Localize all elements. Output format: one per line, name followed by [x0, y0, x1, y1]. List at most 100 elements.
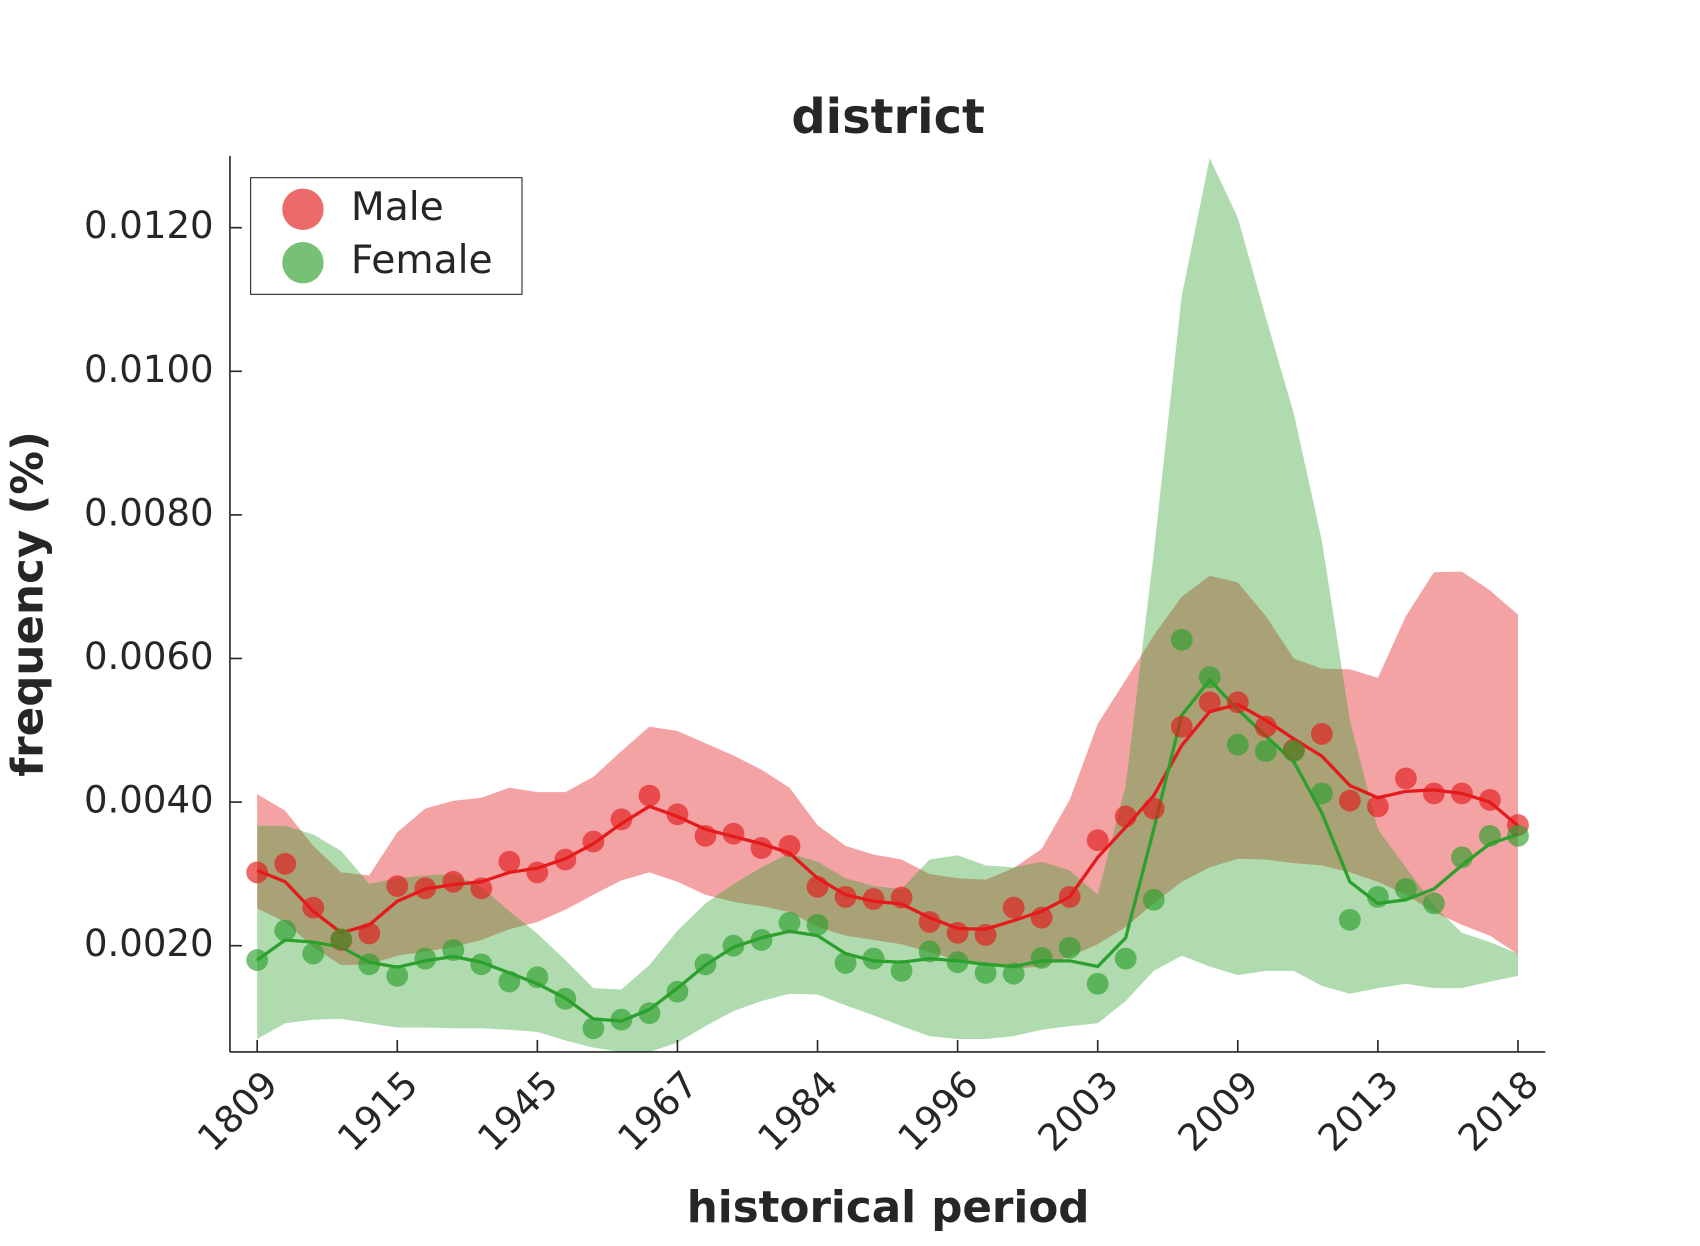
data-point [1451, 846, 1473, 869]
data-point [1002, 962, 1025, 985]
x-tick-label: 1996 [890, 1063, 987, 1160]
y-tick-label: 0.0120 [84, 204, 214, 247]
data-point [778, 834, 801, 857]
data-point [1310, 722, 1333, 745]
data-point [694, 824, 717, 847]
data-point [1423, 782, 1445, 805]
data-point [862, 947, 885, 970]
data-point [1142, 797, 1165, 820]
data-point [1198, 666, 1221, 689]
data-point [498, 850, 521, 873]
data-point [918, 940, 941, 963]
data-point [1198, 691, 1221, 714]
data-point [1002, 896, 1025, 919]
data-point [1254, 740, 1277, 763]
data-point [694, 953, 717, 976]
data-point [722, 822, 745, 845]
y-tick-label: 0.0060 [84, 635, 214, 678]
data-point [666, 803, 689, 826]
data-point [1310, 782, 1333, 805]
data-point [1394, 767, 1417, 790]
y-tick-label: 0.0080 [84, 491, 214, 534]
legend-label: Male [351, 185, 444, 230]
data-point [1086, 829, 1109, 852]
x-tick-label: 2013 [1310, 1063, 1407, 1160]
data-point [890, 886, 913, 909]
data-point [1479, 789, 1501, 811]
data-point [666, 980, 689, 1003]
data-point [610, 1008, 633, 1031]
data-point [834, 885, 857, 908]
data-point [1507, 824, 1529, 847]
legend-label: Female [351, 238, 493, 283]
y-axis-label: frequency (%) [4, 431, 54, 777]
data-point [386, 875, 409, 898]
y-tick-label: 0.0100 [84, 348, 214, 391]
data-point [1114, 947, 1137, 970]
data-point [918, 911, 941, 933]
x-tick-label: 1984 [750, 1063, 847, 1160]
data-point [1423, 892, 1445, 915]
confidence-band [257, 158, 1519, 1052]
data-point [246, 861, 269, 884]
legend: Male Female [250, 177, 523, 295]
chart-title: district [791, 89, 985, 145]
data-point [1394, 878, 1417, 900]
x-tick-label: 2009 [1170, 1063, 1267, 1160]
data-point [330, 928, 353, 951]
data-point [358, 922, 381, 945]
x-tick-label: 1809 [189, 1063, 286, 1160]
data-point [302, 942, 325, 965]
data-point [274, 852, 297, 875]
data-point [1058, 885, 1081, 908]
data-point [1338, 908, 1361, 931]
dots [246, 628, 1529, 1040]
legend-marker [282, 242, 324, 284]
data-point [582, 830, 605, 853]
data-point [806, 913, 829, 936]
y-tick-label: 0.0040 [84, 779, 214, 822]
data-point [638, 1002, 661, 1025]
data-point [554, 848, 577, 871]
data-point [778, 911, 801, 934]
data-point [386, 964, 409, 987]
x-tick-label: 1945 [469, 1063, 566, 1160]
data-point [1226, 733, 1249, 756]
data-point [1030, 906, 1053, 929]
legend-marker [282, 188, 324, 231]
data-point [1170, 715, 1193, 738]
x-tick-label: 2003 [1030, 1063, 1127, 1160]
data-point [582, 1017, 605, 1040]
data-point [526, 966, 549, 989]
data-point [834, 952, 857, 974]
data-point [1282, 740, 1305, 763]
x-tick-label: 1915 [329, 1063, 426, 1160]
data-point [638, 784, 661, 807]
data-point [1254, 715, 1277, 738]
data-point [274, 919, 297, 942]
data-point [1366, 795, 1389, 818]
data-point [1170, 628, 1193, 651]
x-tick-label: 2018 [1450, 1063, 1547, 1160]
smooth-line [256, 677, 1519, 1023]
data-point [246, 949, 269, 971]
data-point [302, 896, 325, 919]
data-point [1338, 789, 1361, 812]
smooth-line [256, 702, 1520, 935]
data-point [470, 953, 493, 976]
lines [256, 677, 1520, 1023]
data-point [414, 877, 437, 900]
data-point [1226, 691, 1249, 714]
y-tick-label: 0.0020 [84, 922, 214, 965]
data-point [414, 947, 437, 970]
data-point [946, 951, 969, 974]
data-point [862, 888, 885, 910]
data-point [1058, 936, 1081, 959]
data-point [610, 808, 633, 831]
data-point [890, 959, 913, 982]
data-point [442, 870, 465, 893]
data-point [1030, 946, 1053, 969]
data-point [1451, 782, 1473, 805]
x-tick-label: 1967 [609, 1063, 706, 1160]
